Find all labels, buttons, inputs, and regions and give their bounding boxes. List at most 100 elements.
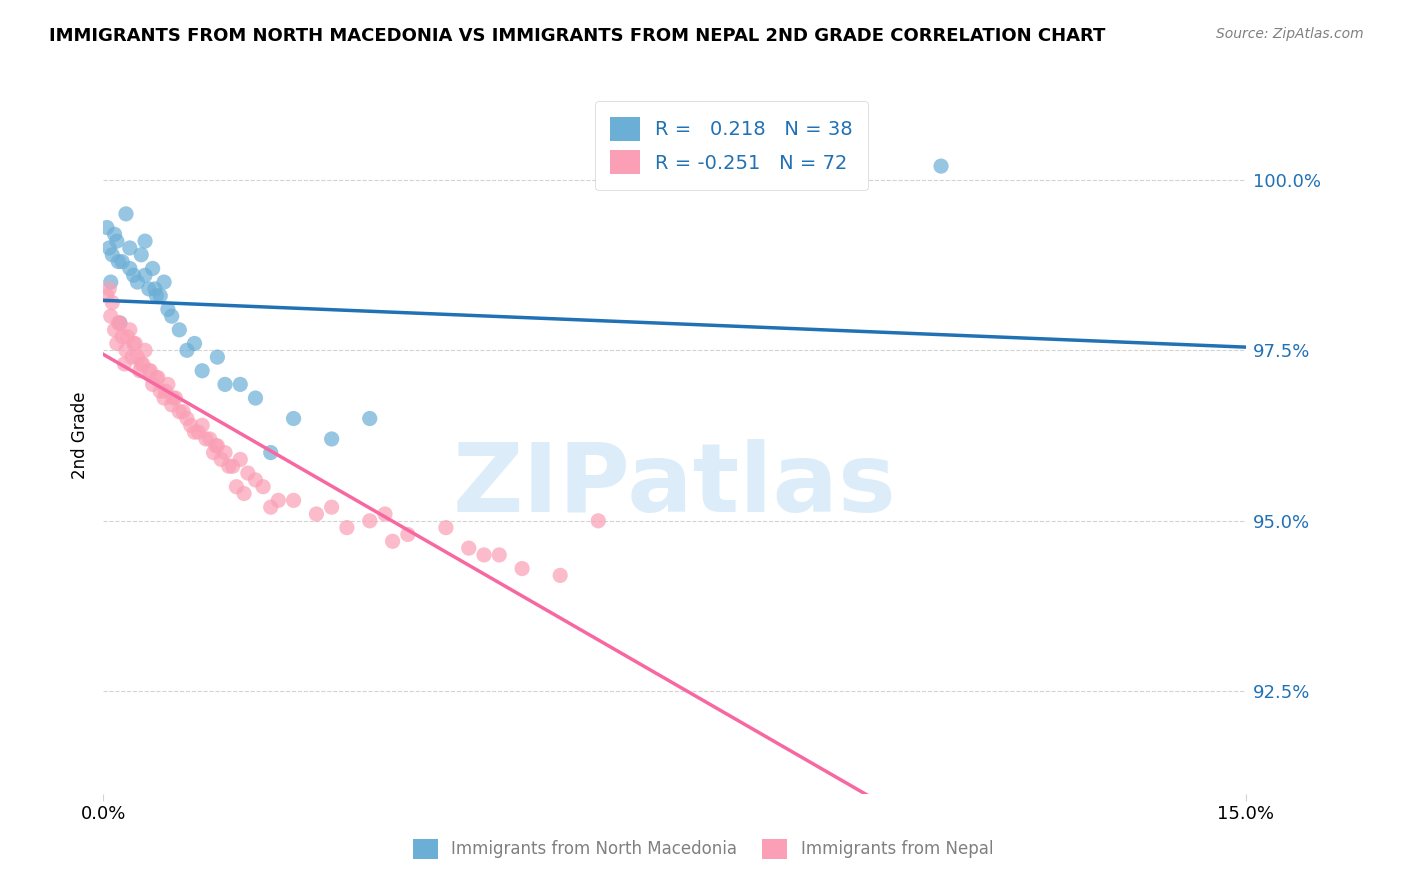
Point — [233, 486, 256, 500]
Text: Source: ZipAtlas.com: Source: ZipAtlas.com — [1216, 27, 1364, 41]
Point — [214, 377, 236, 392]
Point — [510, 561, 533, 575]
Point — [117, 329, 139, 343]
Point — [191, 364, 214, 378]
Point — [180, 418, 202, 433]
Point — [359, 411, 381, 425]
Point — [548, 568, 571, 582]
Point — [108, 316, 131, 330]
Point — [108, 316, 131, 330]
Point — [115, 207, 138, 221]
Point — [107, 316, 129, 330]
Point — [245, 473, 267, 487]
Point — [98, 241, 121, 255]
Point — [162, 391, 184, 405]
Point — [103, 323, 125, 337]
Point — [114, 357, 136, 371]
Point — [111, 329, 134, 343]
Point — [107, 254, 129, 268]
Point — [187, 425, 209, 439]
Point — [127, 275, 149, 289]
Point — [283, 493, 305, 508]
Point — [122, 336, 145, 351]
Point — [434, 521, 457, 535]
Point — [321, 500, 343, 515]
Point — [929, 159, 952, 173]
Point — [121, 350, 143, 364]
Point — [488, 548, 510, 562]
Point — [207, 350, 229, 364]
Point — [202, 445, 225, 459]
Point — [153, 275, 176, 289]
Point — [142, 377, 165, 392]
Point — [134, 343, 156, 358]
Point — [457, 541, 479, 555]
Point — [396, 527, 419, 541]
Point — [100, 309, 122, 323]
Point — [205, 439, 228, 453]
Point — [472, 548, 495, 562]
Point — [146, 370, 169, 384]
Point — [132, 357, 155, 371]
Point — [105, 234, 128, 248]
Point — [160, 309, 183, 323]
Point — [221, 459, 243, 474]
Point — [198, 432, 221, 446]
Point — [176, 411, 198, 425]
Point — [149, 384, 172, 399]
Point — [153, 391, 176, 405]
Point — [143, 282, 166, 296]
Point — [194, 432, 217, 446]
Point — [381, 534, 404, 549]
Point — [145, 370, 167, 384]
Point — [103, 227, 125, 242]
Point — [138, 282, 160, 296]
Point — [129, 248, 152, 262]
Point — [305, 507, 328, 521]
Point — [149, 289, 172, 303]
Point — [101, 248, 124, 262]
Point — [169, 323, 191, 337]
Point — [96, 289, 118, 303]
Point — [252, 480, 274, 494]
Text: ZIPatlas: ZIPatlas — [453, 439, 897, 533]
Point — [118, 241, 141, 255]
Point — [260, 445, 283, 459]
Point — [588, 514, 610, 528]
Y-axis label: 2nd Grade: 2nd Grade — [72, 392, 89, 479]
Point — [145, 289, 167, 303]
Point — [169, 405, 191, 419]
Point — [115, 343, 138, 358]
Point — [225, 480, 247, 494]
Point — [142, 261, 165, 276]
Point — [134, 268, 156, 283]
Point — [122, 268, 145, 283]
Point — [138, 364, 160, 378]
Point — [98, 282, 121, 296]
Point — [96, 220, 118, 235]
Point — [156, 302, 179, 317]
Point — [359, 514, 381, 528]
Point — [207, 439, 229, 453]
Point — [105, 336, 128, 351]
Point — [283, 411, 305, 425]
Point — [118, 323, 141, 337]
Legend: R =   0.218   N = 38, R = -0.251   N = 72: R = 0.218 N = 38, R = -0.251 N = 72 — [595, 102, 869, 190]
Point — [214, 445, 236, 459]
Point — [111, 254, 134, 268]
Point — [165, 391, 187, 405]
Point — [134, 234, 156, 248]
Point — [321, 432, 343, 446]
Point — [155, 384, 177, 399]
Point — [139, 364, 162, 378]
Point — [260, 500, 283, 515]
Point — [172, 405, 194, 419]
Point — [336, 521, 359, 535]
Point — [160, 398, 183, 412]
Point — [267, 493, 290, 508]
Point — [129, 357, 152, 371]
Point — [229, 377, 252, 392]
Point — [100, 275, 122, 289]
Point — [236, 466, 259, 480]
Point — [156, 377, 179, 392]
